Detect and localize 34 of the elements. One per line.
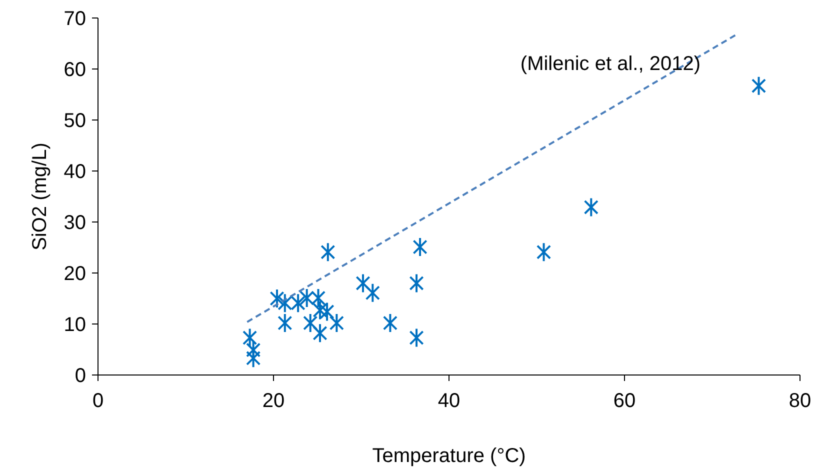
point [312,323,328,344]
x-tick-label: 0 [92,390,104,412]
point [584,197,598,218]
y-axis-title: SiO2 (mg/L) [29,142,51,250]
y-tick-label: 70 [64,8,86,30]
point [278,312,292,333]
point [320,242,336,262]
annotation: (Milenic et al., 2012) [520,53,700,75]
point [751,76,766,96]
y-tick-label: 50 [64,110,86,132]
point [409,328,424,348]
y-tick-label: 40 [64,161,86,183]
x-tick-label: 20 [262,390,285,412]
point [412,236,428,257]
x-axis-title: Temperature (°C) [372,445,526,467]
point [382,312,398,333]
point [290,293,306,314]
point [303,312,318,333]
point [242,328,258,348]
x-tick-label: 80 [788,390,812,412]
y-tick-label: 30 [64,212,86,234]
y-tick-label: 10 [64,314,86,336]
point [409,273,424,294]
point [329,312,344,333]
point [356,273,370,294]
point [310,288,326,308]
y-tick-label: 0 [74,365,86,387]
y-tick-label: 20 [64,263,86,285]
point [300,288,314,308]
x-tick-label: 40 [438,390,460,412]
x-tick-label: 60 [613,390,636,412]
y-tick-label: 60 [64,59,86,81]
point [365,282,380,303]
point [536,242,552,262]
